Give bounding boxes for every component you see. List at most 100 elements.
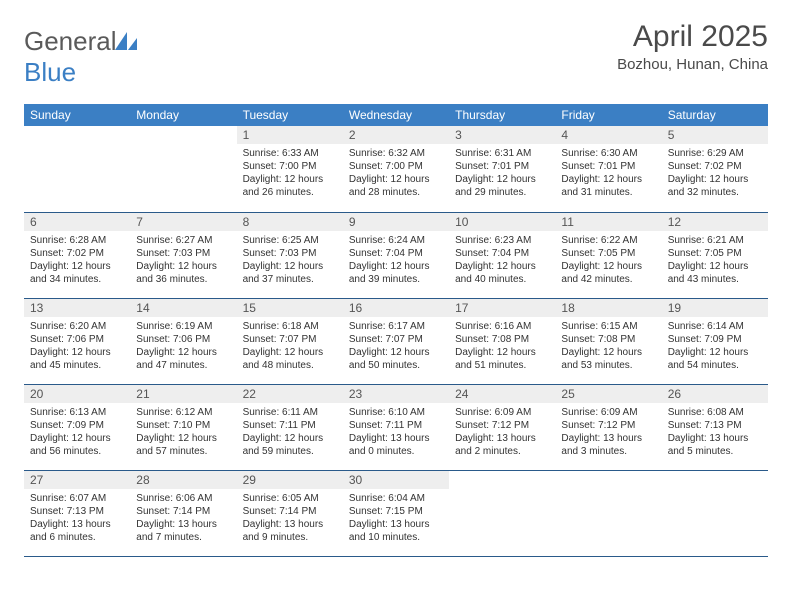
day-details: Sunrise: 6:07 AMSunset: 7:13 PMDaylight:… — [24, 489, 130, 546]
daylight-text: Daylight: 12 hours and 47 minutes. — [136, 346, 230, 372]
day-details: Sunrise: 6:13 AMSunset: 7:09 PMDaylight:… — [24, 403, 130, 460]
calendar-cell: 29 Sunrise: 6:05 AMSunset: 7:14 PMDayligh… — [237, 470, 343, 556]
day-number: 23 — [343, 385, 449, 403]
day-number: 8 — [237, 213, 343, 231]
sunset-text: Sunset: 7:00 PM — [243, 160, 337, 173]
daylight-text: Daylight: 12 hours and 32 minutes. — [668, 173, 762, 199]
sunset-text: Sunset: 7:14 PM — [243, 505, 337, 518]
sunset-text: Sunset: 7:01 PM — [455, 160, 549, 173]
sunrise-text: Sunrise: 6:31 AM — [455, 147, 549, 160]
day-details: Sunrise: 6:09 AMSunset: 7:12 PMDaylight:… — [555, 403, 661, 460]
day-details: Sunrise: 6:27 AMSunset: 7:03 PMDaylight:… — [130, 231, 236, 288]
day-details: Sunrise: 6:22 AMSunset: 7:05 PMDaylight:… — [555, 231, 661, 288]
day-number: 29 — [237, 471, 343, 489]
day-details: Sunrise: 6:16 AMSunset: 7:08 PMDaylight:… — [449, 317, 555, 374]
sunrise-text: Sunrise: 6:04 AM — [349, 492, 443, 505]
day-number: 2 — [343, 126, 449, 144]
sunset-text: Sunset: 7:11 PM — [243, 419, 337, 432]
day-number: 6 — [24, 213, 130, 231]
sunrise-text: Sunrise: 6:24 AM — [349, 234, 443, 247]
sunset-text: Sunset: 7:02 PM — [668, 160, 762, 173]
calendar-cell: .. — [662, 470, 768, 556]
day-number: 25 — [555, 385, 661, 403]
calendar-cell: 27Sunrise: 6:07 AMSunset: 7:13 PMDayligh… — [24, 470, 130, 556]
daylight-text: Daylight: 12 hours and 45 minutes. — [30, 346, 124, 372]
day-details: Sunrise: 6:28 AMSunset: 7:02 PMDaylight:… — [24, 231, 130, 288]
day-number: 12 — [662, 213, 768, 231]
calendar-cell: 18Sunrise: 6:15 AMSunset: 7:08 PMDayligh… — [555, 298, 661, 384]
day-details: Sunrise: 6:11 AMSunset: 7:11 PMDaylight:… — [237, 403, 343, 460]
daylight-text: Daylight: 13 hours and 6 minutes. — [30, 518, 124, 544]
calendar-cell: 21Sunrise: 6:12 AMSunset: 7:10 PMDayligh… — [130, 384, 236, 470]
daylight-text: Daylight: 12 hours and 40 minutes. — [455, 260, 549, 286]
day-details: Sunrise: 6:04 AMSunset: 7:15 PMDaylight:… — [343, 489, 449, 546]
calendar-head: SundayMondayTuesdayWednesdayThursdayFrid… — [24, 104, 768, 126]
sunset-text: Sunset: 7:02 PM — [30, 247, 124, 260]
sunset-text: Sunset: 7:12 PM — [561, 419, 655, 432]
weekday-row: SundayMondayTuesdayWednesdayThursdayFrid… — [24, 104, 768, 126]
sunrise-text: Sunrise: 6:22 AM — [561, 234, 655, 247]
header: GeneralBlue April 2025 Bozhou, Hunan, Ch… — [24, 20, 768, 88]
sunset-text: Sunset: 7:11 PM — [349, 419, 443, 432]
sunrise-text: Sunrise: 6:27 AM — [136, 234, 230, 247]
calendar-row: 13Sunrise: 6:20 AMSunset: 7:06 PMDayligh… — [24, 298, 768, 384]
daylight-text: Daylight: 13 hours and 9 minutes. — [243, 518, 337, 544]
calendar-cell: 7Sunrise: 6:27 AMSunset: 7:03 PMDaylight… — [130, 212, 236, 298]
day-details: Sunrise: 6:30 AMSunset: 7:01 PMDaylight:… — [555, 144, 661, 201]
sunset-text: Sunset: 7:13 PM — [30, 505, 124, 518]
calendar-cell: 6Sunrise: 6:28 AMSunset: 7:02 PMDaylight… — [24, 212, 130, 298]
day-details: Sunrise: 6:10 AMSunset: 7:11 PMDaylight:… — [343, 403, 449, 460]
calendar-cell: 25Sunrise: 6:09 AMSunset: 7:12 PMDayligh… — [555, 384, 661, 470]
day-number: 3 — [449, 126, 555, 144]
day-details: Sunrise: 6:33 AMSunset: 7:00 PMDaylight:… — [237, 144, 343, 201]
sunset-text: Sunset: 7:13 PM — [668, 419, 762, 432]
sunrise-text: Sunrise: 6:16 AM — [455, 320, 549, 333]
daylight-text: Daylight: 12 hours and 53 minutes. — [561, 346, 655, 372]
daylight-text: Daylight: 12 hours and 51 minutes. — [455, 346, 549, 372]
sunrise-text: Sunrise: 6:20 AM — [30, 320, 124, 333]
sunrise-text: Sunrise: 6:11 AM — [243, 406, 337, 419]
day-details: Sunrise: 6:17 AMSunset: 7:07 PMDaylight:… — [343, 317, 449, 374]
daylight-text: Daylight: 13 hours and 10 minutes. — [349, 518, 443, 544]
sunrise-text: Sunrise: 6:18 AM — [243, 320, 337, 333]
day-number: 20 — [24, 385, 130, 403]
day-details: Sunrise: 6:21 AMSunset: 7:05 PMDaylight:… — [662, 231, 768, 288]
day-number: 16 — [343, 299, 449, 317]
sunrise-text: Sunrise: 6:21 AM — [668, 234, 762, 247]
sunrise-text: Sunrise: 6:05 AM — [243, 492, 337, 505]
calendar-cell: 20Sunrise: 6:13 AMSunset: 7:09 PMDayligh… — [24, 384, 130, 470]
daylight-text: Daylight: 12 hours and 43 minutes. — [668, 260, 762, 286]
day-number: 5 — [662, 126, 768, 144]
daylight-text: Daylight: 12 hours and 39 minutes. — [349, 260, 443, 286]
weekday-header: Tuesday — [237, 104, 343, 126]
weekday-header: Wednesday — [343, 104, 449, 126]
day-number: 7 — [130, 213, 236, 231]
logo-sail-icon — [115, 26, 137, 44]
day-number: 4 — [555, 126, 661, 144]
sunset-text: Sunset: 7:04 PM — [349, 247, 443, 260]
sunrise-text: Sunrise: 6:09 AM — [561, 406, 655, 419]
sunset-text: Sunset: 7:08 PM — [455, 333, 549, 346]
daylight-text: Daylight: 13 hours and 3 minutes. — [561, 432, 655, 458]
calendar-cell: 10Sunrise: 6:23 AMSunset: 7:04 PMDayligh… — [449, 212, 555, 298]
day-number: 19 — [662, 299, 768, 317]
sunset-text: Sunset: 7:03 PM — [136, 247, 230, 260]
calendar-cell: 14Sunrise: 6:19 AMSunset: 7:06 PMDayligh… — [130, 298, 236, 384]
calendar-cell: 23Sunrise: 6:10 AMSunset: 7:11 PMDayligh… — [343, 384, 449, 470]
day-number: 17 — [449, 299, 555, 317]
sunrise-text: Sunrise: 6:25 AM — [243, 234, 337, 247]
calendar-cell: 22Sunrise: 6:11 AMSunset: 7:11 PMDayligh… — [237, 384, 343, 470]
calendar-cell: .. — [555, 470, 661, 556]
sunrise-text: Sunrise: 6:28 AM — [30, 234, 124, 247]
sunset-text: Sunset: 7:14 PM — [136, 505, 230, 518]
logo-text-gray: General — [24, 26, 117, 56]
calendar-cell: 3Sunrise: 6:31 AMSunset: 7:01 PMDaylight… — [449, 126, 555, 212]
daylight-text: Daylight: 12 hours and 59 minutes. — [243, 432, 337, 458]
day-details: Sunrise: 6:24 AMSunset: 7:04 PMDaylight:… — [343, 231, 449, 288]
sunrise-text: Sunrise: 6:13 AM — [30, 406, 124, 419]
title-block: April 2025 Bozhou, Hunan, China — [617, 20, 768, 73]
day-details: Sunrise: 6:18 AMSunset: 7:07 PMDaylight:… — [237, 317, 343, 374]
calendar-body: ....1Sunrise: 6:33 AMSunset: 7:00 PMDayl… — [24, 126, 768, 556]
day-details: Sunrise: 6:23 AMSunset: 7:04 PMDaylight:… — [449, 231, 555, 288]
sunrise-text: Sunrise: 6:23 AM — [455, 234, 549, 247]
